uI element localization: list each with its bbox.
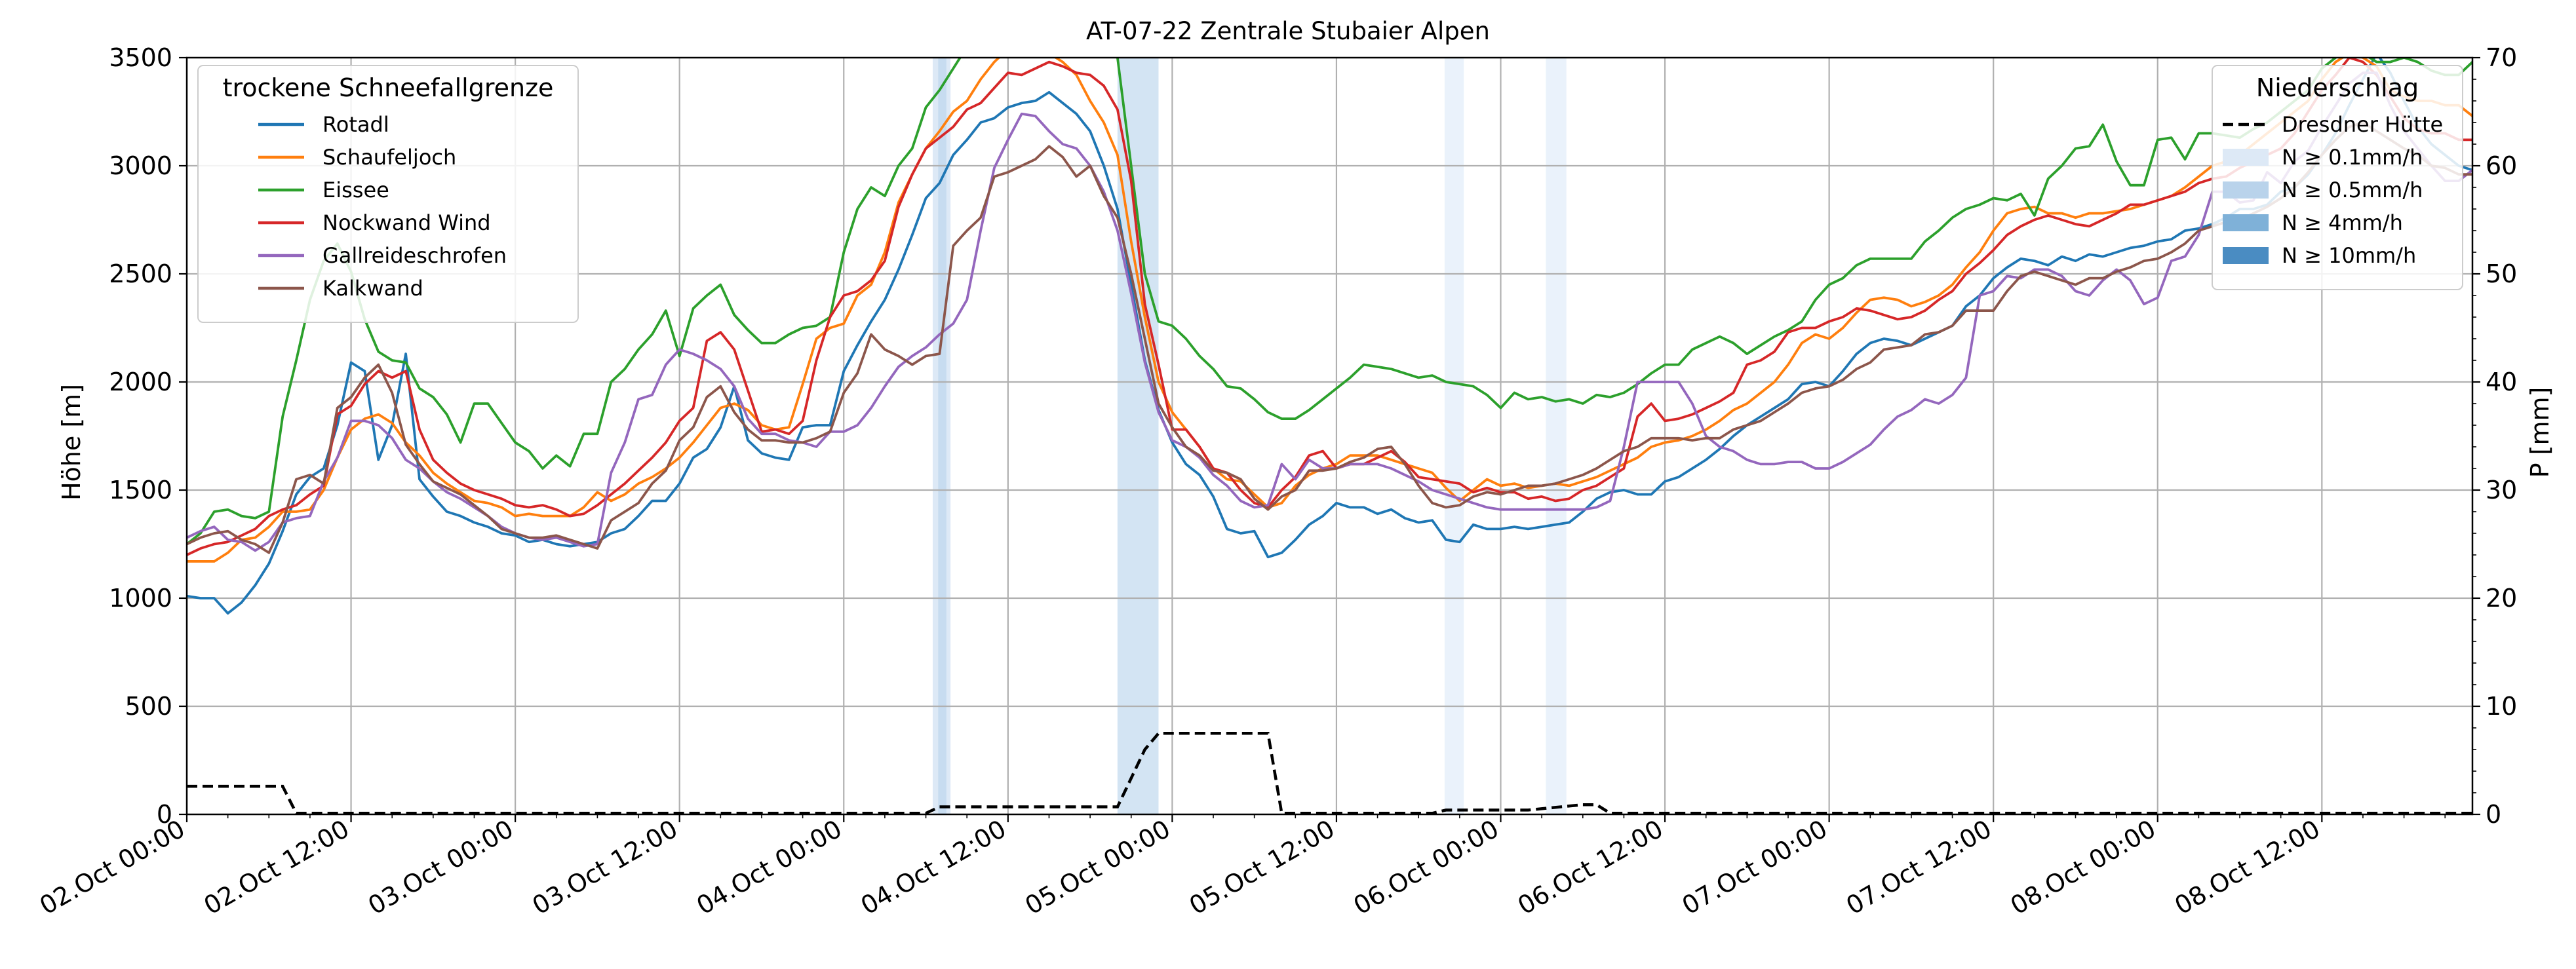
legend-precipitation: Niederschlag Dresdner Hütte N ≥ 0.1mm/h N ≥… bbox=[2212, 65, 2463, 290]
precip-band-3 bbox=[1117, 58, 1159, 814]
precip-band-5 bbox=[1546, 58, 1567, 814]
x-tick-label-96: 06.Oct 00:00 bbox=[1348, 814, 1504, 921]
y2-tick-label-0: 0 bbox=[2486, 800, 2501, 829]
legend-swatch-n-0-5mm-h bbox=[2223, 181, 2269, 199]
y2-tick-label-20: 20 bbox=[2486, 584, 2517, 613]
legend-swatch-n-0-1mm-h bbox=[2223, 149, 2269, 166]
series-line-eissee bbox=[187, 58, 2472, 545]
legend-label-eissee: Eissee bbox=[322, 178, 389, 202]
legend-swatch-n-10mm-h bbox=[2223, 247, 2269, 264]
legend-label-n-4mm-h: N ≥ 4mm/h bbox=[2282, 210, 2403, 235]
x-tick-label-84: 05.Oct 12:00 bbox=[1184, 814, 1340, 921]
legend-label-n-0-5mm-h: N ≥ 0.5mm/h bbox=[2282, 178, 2423, 202]
x-tick-label-60: 04.Oct 12:00 bbox=[856, 814, 1011, 921]
x-tick-label-36: 03.Oct 12:00 bbox=[528, 814, 683, 921]
x-tick-label-0: 02.Oct 00:00 bbox=[35, 814, 190, 921]
x-tick-label-120: 07.Oct 00:00 bbox=[1677, 814, 1833, 921]
x-tick-label-108: 06.Oct 12:00 bbox=[1513, 814, 1668, 921]
y-axis-label: Höhe [m] bbox=[57, 384, 86, 501]
legend-precip-title: Niederschlag bbox=[2256, 73, 2419, 102]
legend-label-gallreideschrofen: Gallreideschrofen bbox=[322, 243, 507, 268]
x-tick-label-72: 05.Oct 00:00 bbox=[1020, 814, 1175, 921]
plot-frame bbox=[185, 56, 2474, 816]
legend-label-n-10mm-h: N ≥ 10mm/h bbox=[2282, 243, 2416, 268]
series-lines bbox=[187, 58, 2472, 615]
y-tick-label-2500: 2500 bbox=[109, 259, 172, 288]
y-tick-label-1000: 1000 bbox=[109, 584, 172, 613]
precipitation-bands bbox=[932, 58, 1567, 814]
x-tick-label-48: 04.Oct 00:00 bbox=[692, 814, 847, 921]
legend-stations: trockene Schneefallgrenze Rotadl Schaufelj… bbox=[197, 65, 579, 323]
x-tick-label-156: 08.Oct 12:00 bbox=[2170, 814, 2325, 921]
legend-label-n-0-1mm-h: N ≥ 0.1mm/h bbox=[2282, 145, 2423, 170]
y2-tick-label-30: 30 bbox=[2486, 476, 2517, 504]
precip-line-dresdner-h-tte bbox=[187, 732, 2472, 815]
precipitation-line bbox=[187, 732, 2472, 815]
legend-label-rotadl: Rotadl bbox=[322, 112, 389, 137]
legend-precip-box bbox=[2212, 65, 2463, 290]
y2-tick-label-10: 10 bbox=[2486, 692, 2517, 721]
legend-label-schaufeljoch: Schaufeljoch bbox=[322, 145, 456, 170]
y2-tick-label-60: 60 bbox=[2486, 151, 2517, 180]
y-tick-label-500: 500 bbox=[125, 692, 172, 721]
y2-tick-label-70: 70 bbox=[2486, 43, 2517, 72]
legend-stations-title: trockene Schneefallgrenze bbox=[223, 73, 554, 102]
y2-tick-label-40: 40 bbox=[2486, 368, 2517, 396]
series-line-rotadl bbox=[187, 58, 2472, 615]
y-tick-label-1500: 1500 bbox=[109, 476, 172, 504]
legend-label-kalkwand: Kalkwand bbox=[322, 276, 423, 301]
x-tick-label-24: 03.Oct 00:00 bbox=[363, 814, 518, 921]
precip-band-2 bbox=[938, 58, 946, 814]
legend-swatch-n-4mm-h bbox=[2223, 214, 2269, 231]
y-tick-label-3500: 3500 bbox=[109, 43, 172, 72]
y-tick-label-0: 0 bbox=[157, 800, 172, 829]
precip-band-4 bbox=[1444, 58, 1464, 814]
legend-label-dresdner-h-tte: Dresdner Hütte bbox=[2282, 112, 2443, 137]
x-tick-label-144: 08.Oct 00:00 bbox=[2006, 814, 2161, 921]
legend-stations-box bbox=[197, 65, 579, 323]
y2-tick-label-50: 50 bbox=[2486, 259, 2517, 288]
x-tick-label-12: 02.Oct 12:00 bbox=[199, 814, 355, 921]
chart-title: AT-07-22 Zentrale Stubaier Alpen bbox=[1086, 17, 1490, 45]
legend-label-nockwand-wind: Nockwand Wind bbox=[322, 210, 491, 235]
series-line-nockwand-wind bbox=[187, 58, 2472, 556]
series-line-kalkwand bbox=[187, 121, 2472, 554]
y2-axis-label: P [mm] bbox=[2526, 387, 2554, 478]
y-tick-label-2000: 2000 bbox=[109, 368, 172, 396]
y-tick-label-3000: 3000 bbox=[109, 151, 172, 180]
x-tick-label-132: 07.Oct 12:00 bbox=[1841, 814, 1997, 921]
